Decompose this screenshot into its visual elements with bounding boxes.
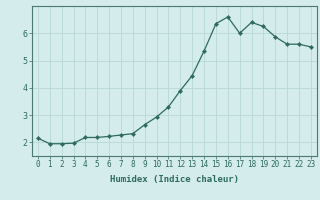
X-axis label: Humidex (Indice chaleur): Humidex (Indice chaleur) bbox=[110, 175, 239, 184]
